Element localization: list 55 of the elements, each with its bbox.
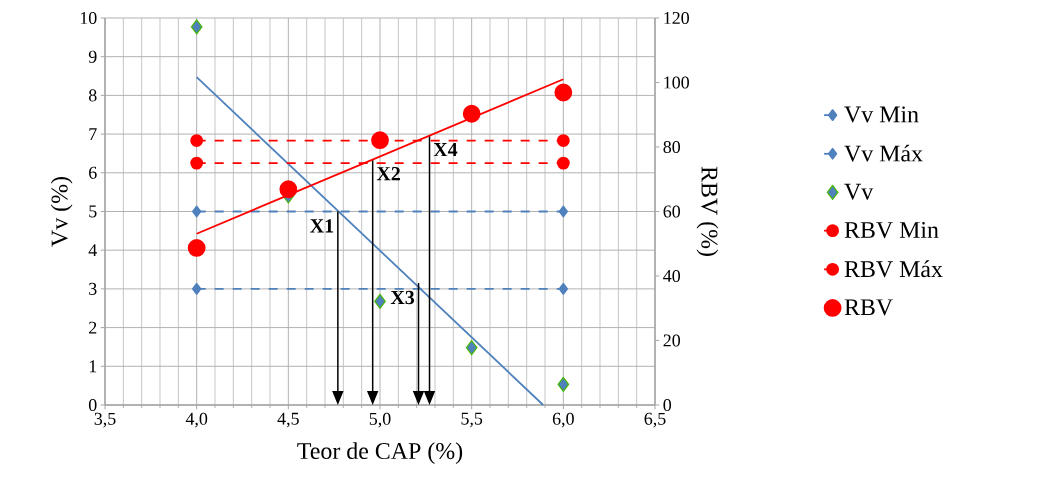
y-axis-title: Vv (%) — [50, 177, 73, 247]
y-tick-label: 7 — [89, 128, 97, 140]
y2-tick-label: 20 — [663, 334, 681, 347]
legend-label: Vv — [844, 183, 874, 200]
point — [192, 282, 202, 295]
annotation: X1 — [310, 219, 334, 233]
y2-tick-label: 40 — [663, 269, 681, 283]
x-tick-label: 4,0 — [185, 412, 208, 428]
point — [187, 239, 206, 257]
point — [558, 205, 568, 218]
y-tick-label: 6 — [89, 166, 97, 179]
y-tick-label: 4 — [88, 244, 97, 257]
point — [279, 180, 298, 199]
legend-label: RBV — [844, 299, 893, 316]
point — [190, 19, 203, 35]
y-tick-label: 5 — [89, 205, 97, 218]
point — [190, 134, 204, 147]
point — [371, 131, 389, 150]
point — [192, 205, 202, 218]
y-tick-label: 2 — [89, 321, 97, 334]
point — [558, 282, 568, 295]
y-tick-label: 0 — [88, 398, 97, 412]
y2-tick-label: 60 — [663, 205, 681, 218]
y-tick-label: 10 — [80, 11, 97, 25]
y2-axis-title: RBV (%) — [696, 166, 719, 256]
y-tick-label: 9 — [88, 50, 97, 63]
y-tick-label: 3 — [89, 282, 97, 295]
annotation: X3 — [390, 290, 415, 305]
point — [556, 156, 570, 170]
x-tick-label: 5,0 — [369, 412, 391, 428]
point — [462, 104, 481, 123]
y2-tick-label: 120 — [664, 11, 689, 25]
legend-label: RBV Min — [844, 221, 939, 239]
point — [554, 83, 573, 102]
point — [557, 376, 570, 393]
y-tick-label: 8 — [88, 89, 97, 102]
legend-label: Vv Máx — [844, 144, 923, 162]
legend-label: Vv Min — [844, 106, 919, 123]
y2-tick-label: 0 — [663, 398, 672, 412]
y2-tick-label: 80 — [663, 140, 681, 154]
x-axis-title: Teor de CAP (%) — [297, 442, 463, 464]
annotation: X4 — [433, 143, 458, 157]
annotation: X2 — [376, 166, 400, 181]
x-tick-label: 6,5 — [644, 412, 666, 428]
y2-tick-label: 100 — [664, 76, 689, 89]
x-tick-label: 3,5 — [94, 412, 116, 428]
y-tick-label: 1 — [89, 360, 97, 373]
point — [190, 156, 204, 170]
x-tick-label: 4,5 — [277, 412, 299, 428]
point — [374, 293, 386, 309]
point — [556, 134, 570, 147]
x-tick-label: 5,5 — [461, 412, 483, 428]
legend-label: RBV Máx — [844, 260, 943, 278]
point — [465, 340, 478, 356]
x-tick-label: 6,0 — [552, 412, 574, 428]
